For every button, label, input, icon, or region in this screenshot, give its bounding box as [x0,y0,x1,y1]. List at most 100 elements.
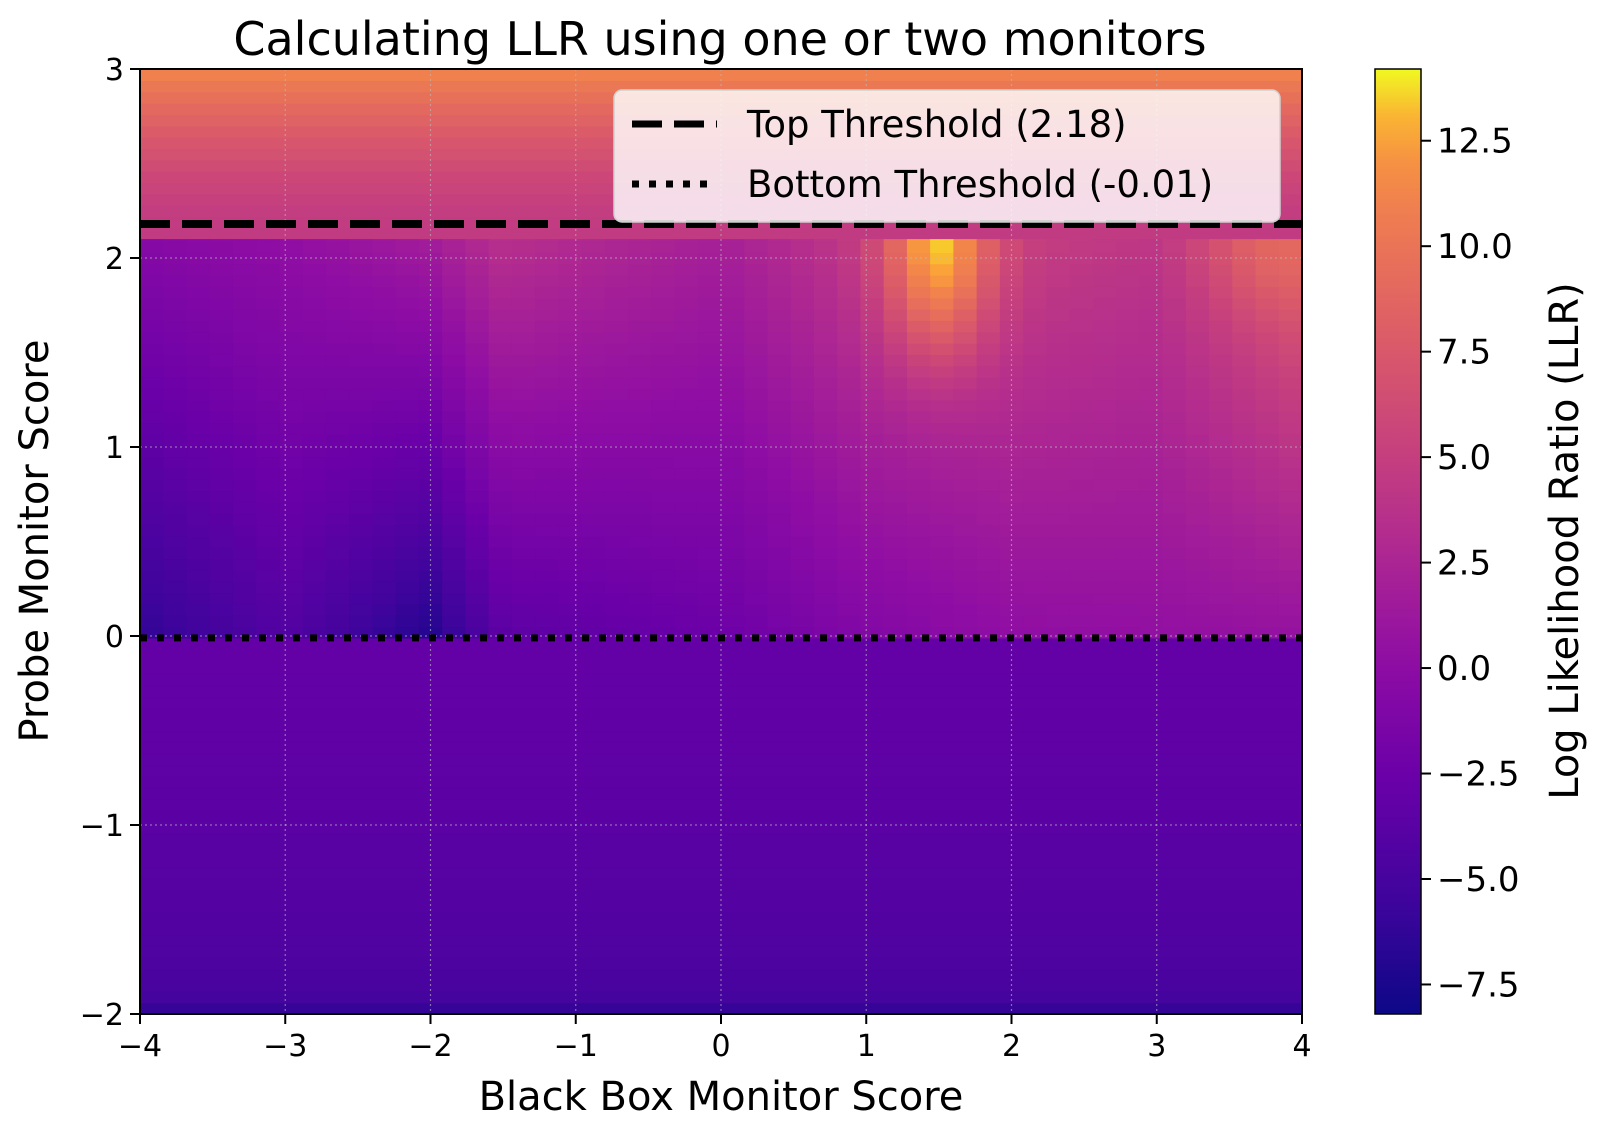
heatmap-cell [372,479,397,492]
heatmap-cell [1209,501,1233,514]
heatmap-cell [837,309,862,321]
heatmap-cell [1092,490,1117,503]
heatmap-cell [883,433,908,446]
heatmap-cell [930,479,954,492]
heatmap-cell [906,501,931,514]
heatmap-cell [1116,445,1140,458]
heatmap-cell [140,524,164,537]
heatmap-cell [349,615,373,628]
heatmap-cell [930,252,954,265]
heatmap-cell [488,297,513,310]
heatmap-cell [279,297,304,310]
heatmap-band-row [140,866,1303,879]
heatmap-cell [976,297,1001,310]
heatmap-cell [558,603,583,616]
heatmap-cell [1278,626,1303,639]
heatmap-cell [976,239,1001,242]
heatmap-cell [488,422,513,435]
heatmap-cell [1278,275,1303,287]
heatmap-cell [418,501,443,514]
heatmap-cell [581,456,606,469]
heatmap-cell [813,286,838,299]
heatmap-cell [1046,252,1071,265]
heatmap-cell [581,490,606,503]
heatmap-cell [1046,569,1071,582]
heatmap-cell [442,365,466,378]
colorbar-tick-label: −5.0 [1437,860,1520,900]
heatmap-cell [721,501,745,514]
heatmap-cell [1162,422,1187,435]
heatmap-cell [511,240,536,253]
heatmap-cell [209,581,234,594]
heatmap-cell [651,239,676,242]
heatmap-cell [906,365,931,378]
heatmap-cell [395,433,420,446]
heatmap-cell [813,297,838,310]
heatmap-cell [511,513,536,526]
heatmap-cell [604,445,629,458]
heatmap-cell [395,626,420,639]
heatmap-band-row [140,227,1303,240]
heatmap-cell [860,422,885,435]
heatmap-cell [1162,626,1187,639]
heatmap-cell [372,535,397,548]
heatmap-cell [813,445,838,458]
heatmap-cell [651,626,676,639]
heatmap-cell [628,479,652,492]
heatmap-cell [140,377,164,390]
heatmap-cell [953,377,978,390]
heatmap-cell [953,547,978,560]
heatmap-cell [1232,513,1257,526]
heatmap-cell [953,411,978,424]
heatmap-cell [1116,354,1140,367]
heatmap-cell [232,524,257,537]
heatmap-cell [1162,343,1187,355]
heatmap-cell [906,411,931,424]
heatmap-cell [535,377,559,390]
heatmap-cell [1162,252,1187,265]
heatmap-cell [418,615,443,628]
heatmap-cell [1162,513,1187,526]
heatmap-cell [1069,388,1094,401]
heatmap-cell [837,592,862,605]
heatmap-cell [1232,297,1257,310]
heatmap-cell [1046,445,1071,458]
heatmap-cell [442,399,466,412]
heatmap-cell [279,456,304,469]
heatmap-cell [953,239,978,242]
heatmap-cell [628,535,652,548]
heatmap-cell [511,365,536,378]
heatmap-cell [395,501,420,514]
heatmap-cell [1185,433,1210,446]
heatmap-cell [697,388,722,401]
heatmap-cell [535,286,559,299]
heatmap-cell [186,603,211,616]
heatmap-cell [511,297,536,310]
heatmap-cell [1255,535,1280,548]
heatmap-cell [1139,558,1164,571]
x-axis-title: Black Box Monitor Score [479,1074,964,1120]
heatmap-cell [767,603,792,616]
heatmap-cell [744,263,769,276]
heatmap-cell [511,456,536,469]
heatmap-cell [1139,411,1164,424]
heatmap-cell [1278,558,1303,571]
heatmap-cell [349,445,373,458]
heatmap-cell [906,354,931,367]
heatmap-cell [837,354,862,367]
heatmap-cell [279,263,304,276]
heatmap-cell [651,547,676,560]
heatmap-cell [465,569,490,582]
heatmap-cell [140,547,164,560]
heatmap-cell [837,513,862,526]
heatmap-cell [372,422,397,435]
heatmap-cell [674,445,699,458]
heatmap-cell [1185,558,1210,571]
heatmap-cell [302,513,327,526]
heatmap-cell [511,354,536,367]
heatmap-cell [279,240,304,253]
heatmap-cell [1023,365,1047,378]
heatmap-cell [767,535,792,548]
colorbar-tick-label: 5.0 [1437,438,1491,478]
heatmap-cell [511,320,536,333]
